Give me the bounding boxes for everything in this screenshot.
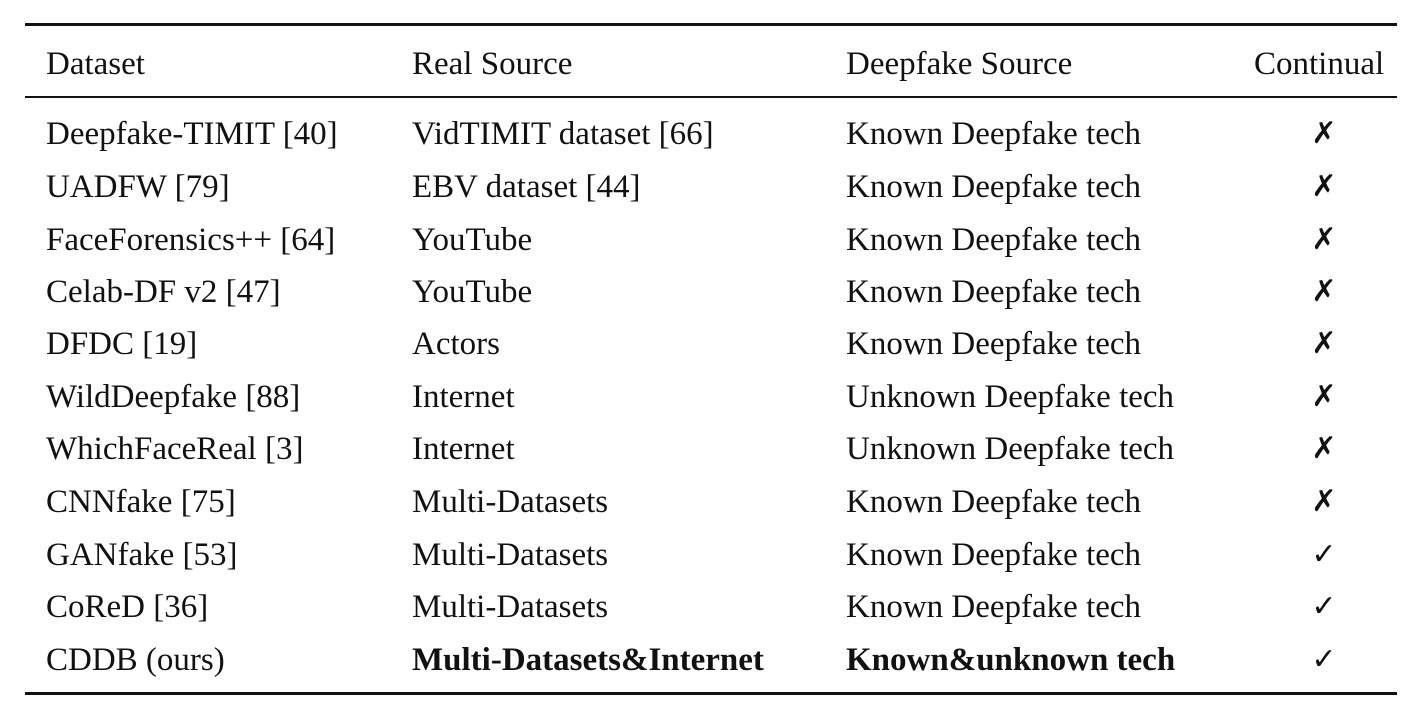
real-source-cell: Multi-Datasets: [412, 484, 609, 520]
dataset-cell: FaceForensics++ [64]: [46, 222, 336, 258]
cross-icon: ✗: [1311, 116, 1337, 151]
top-rule: [25, 23, 1397, 26]
deepfake-source-cell: Known Deepfake tech: [846, 589, 1142, 625]
deepfake-source-cell: Unknown Deepfake tech: [846, 431, 1175, 467]
cross-icon: ✗: [1311, 274, 1337, 309]
real-source-cell: YouTube: [412, 274, 533, 310]
real-source-cell: EBV dataset [44]: [412, 169, 641, 205]
dataset-cell: CoReD [36]: [46, 589, 209, 625]
cross-icon: ✗: [1311, 169, 1337, 204]
header-continual: Continual: [1254, 46, 1385, 82]
dataset-cell: CDDB (ours): [46, 642, 225, 678]
header-rule: [25, 96, 1397, 98]
deepfake-source-cell: Known Deepfake tech: [846, 484, 1142, 520]
bottom-rule: [25, 692, 1397, 695]
dataset-cell: DFDC [19]: [46, 326, 198, 362]
cross-icon: ✗: [1311, 326, 1337, 361]
check-icon: ✓: [1311, 642, 1337, 677]
dataset-cell: CNNfake [75]: [46, 484, 236, 520]
dataset-cell: UADFW [79]: [46, 169, 230, 205]
dataset-cell: WhichFaceReal [3]: [46, 431, 304, 467]
deepfake-source-cell: Known Deepfake tech: [846, 274, 1142, 310]
cross-icon: ✗: [1311, 431, 1337, 466]
cross-icon: ✗: [1311, 222, 1337, 257]
real-source-cell: Multi-Datasets: [412, 537, 609, 573]
dataset-cell: Deepfake-TIMIT [40]: [46, 116, 338, 152]
real-source-cell: VidTIMIT dataset [66]: [412, 116, 714, 152]
check-icon: ✓: [1311, 537, 1337, 572]
real-source-cell: Multi-Datasets&Internet: [412, 642, 764, 678]
header-dataset: Dataset: [46, 46, 145, 82]
header-real-source: Real Source: [412, 46, 573, 82]
real-source-cell: Internet: [412, 431, 515, 467]
cross-icon: ✗: [1311, 484, 1337, 519]
real-source-cell: YouTube: [412, 222, 533, 258]
header-deepfake-source: Deepfake Source: [846, 46, 1073, 82]
dataset-cell: WildDeepfake [88]: [46, 379, 301, 415]
cross-icon: ✗: [1311, 379, 1337, 414]
deepfake-source-cell: Known Deepfake tech: [846, 222, 1142, 258]
deepfake-source-cell: Known Deepfake tech: [846, 537, 1142, 573]
deepfake-source-cell: Known&unknown tech: [846, 642, 1176, 678]
dataset-cell: GANfake [53]: [46, 537, 238, 573]
deepfake-source-cell: Known Deepfake tech: [846, 326, 1142, 362]
deepfake-source-cell: Known Deepfake tech: [846, 116, 1142, 152]
deepfake-source-cell: Known Deepfake tech: [846, 169, 1142, 205]
real-source-cell: Internet: [412, 379, 515, 415]
check-icon: ✓: [1311, 589, 1337, 624]
real-source-cell: Actors: [412, 326, 500, 362]
deepfake-source-cell: Unknown Deepfake tech: [846, 379, 1175, 415]
dataset-cell: Celab-DF v2 [47]: [46, 274, 281, 310]
real-source-cell: Multi-Datasets: [412, 589, 609, 625]
